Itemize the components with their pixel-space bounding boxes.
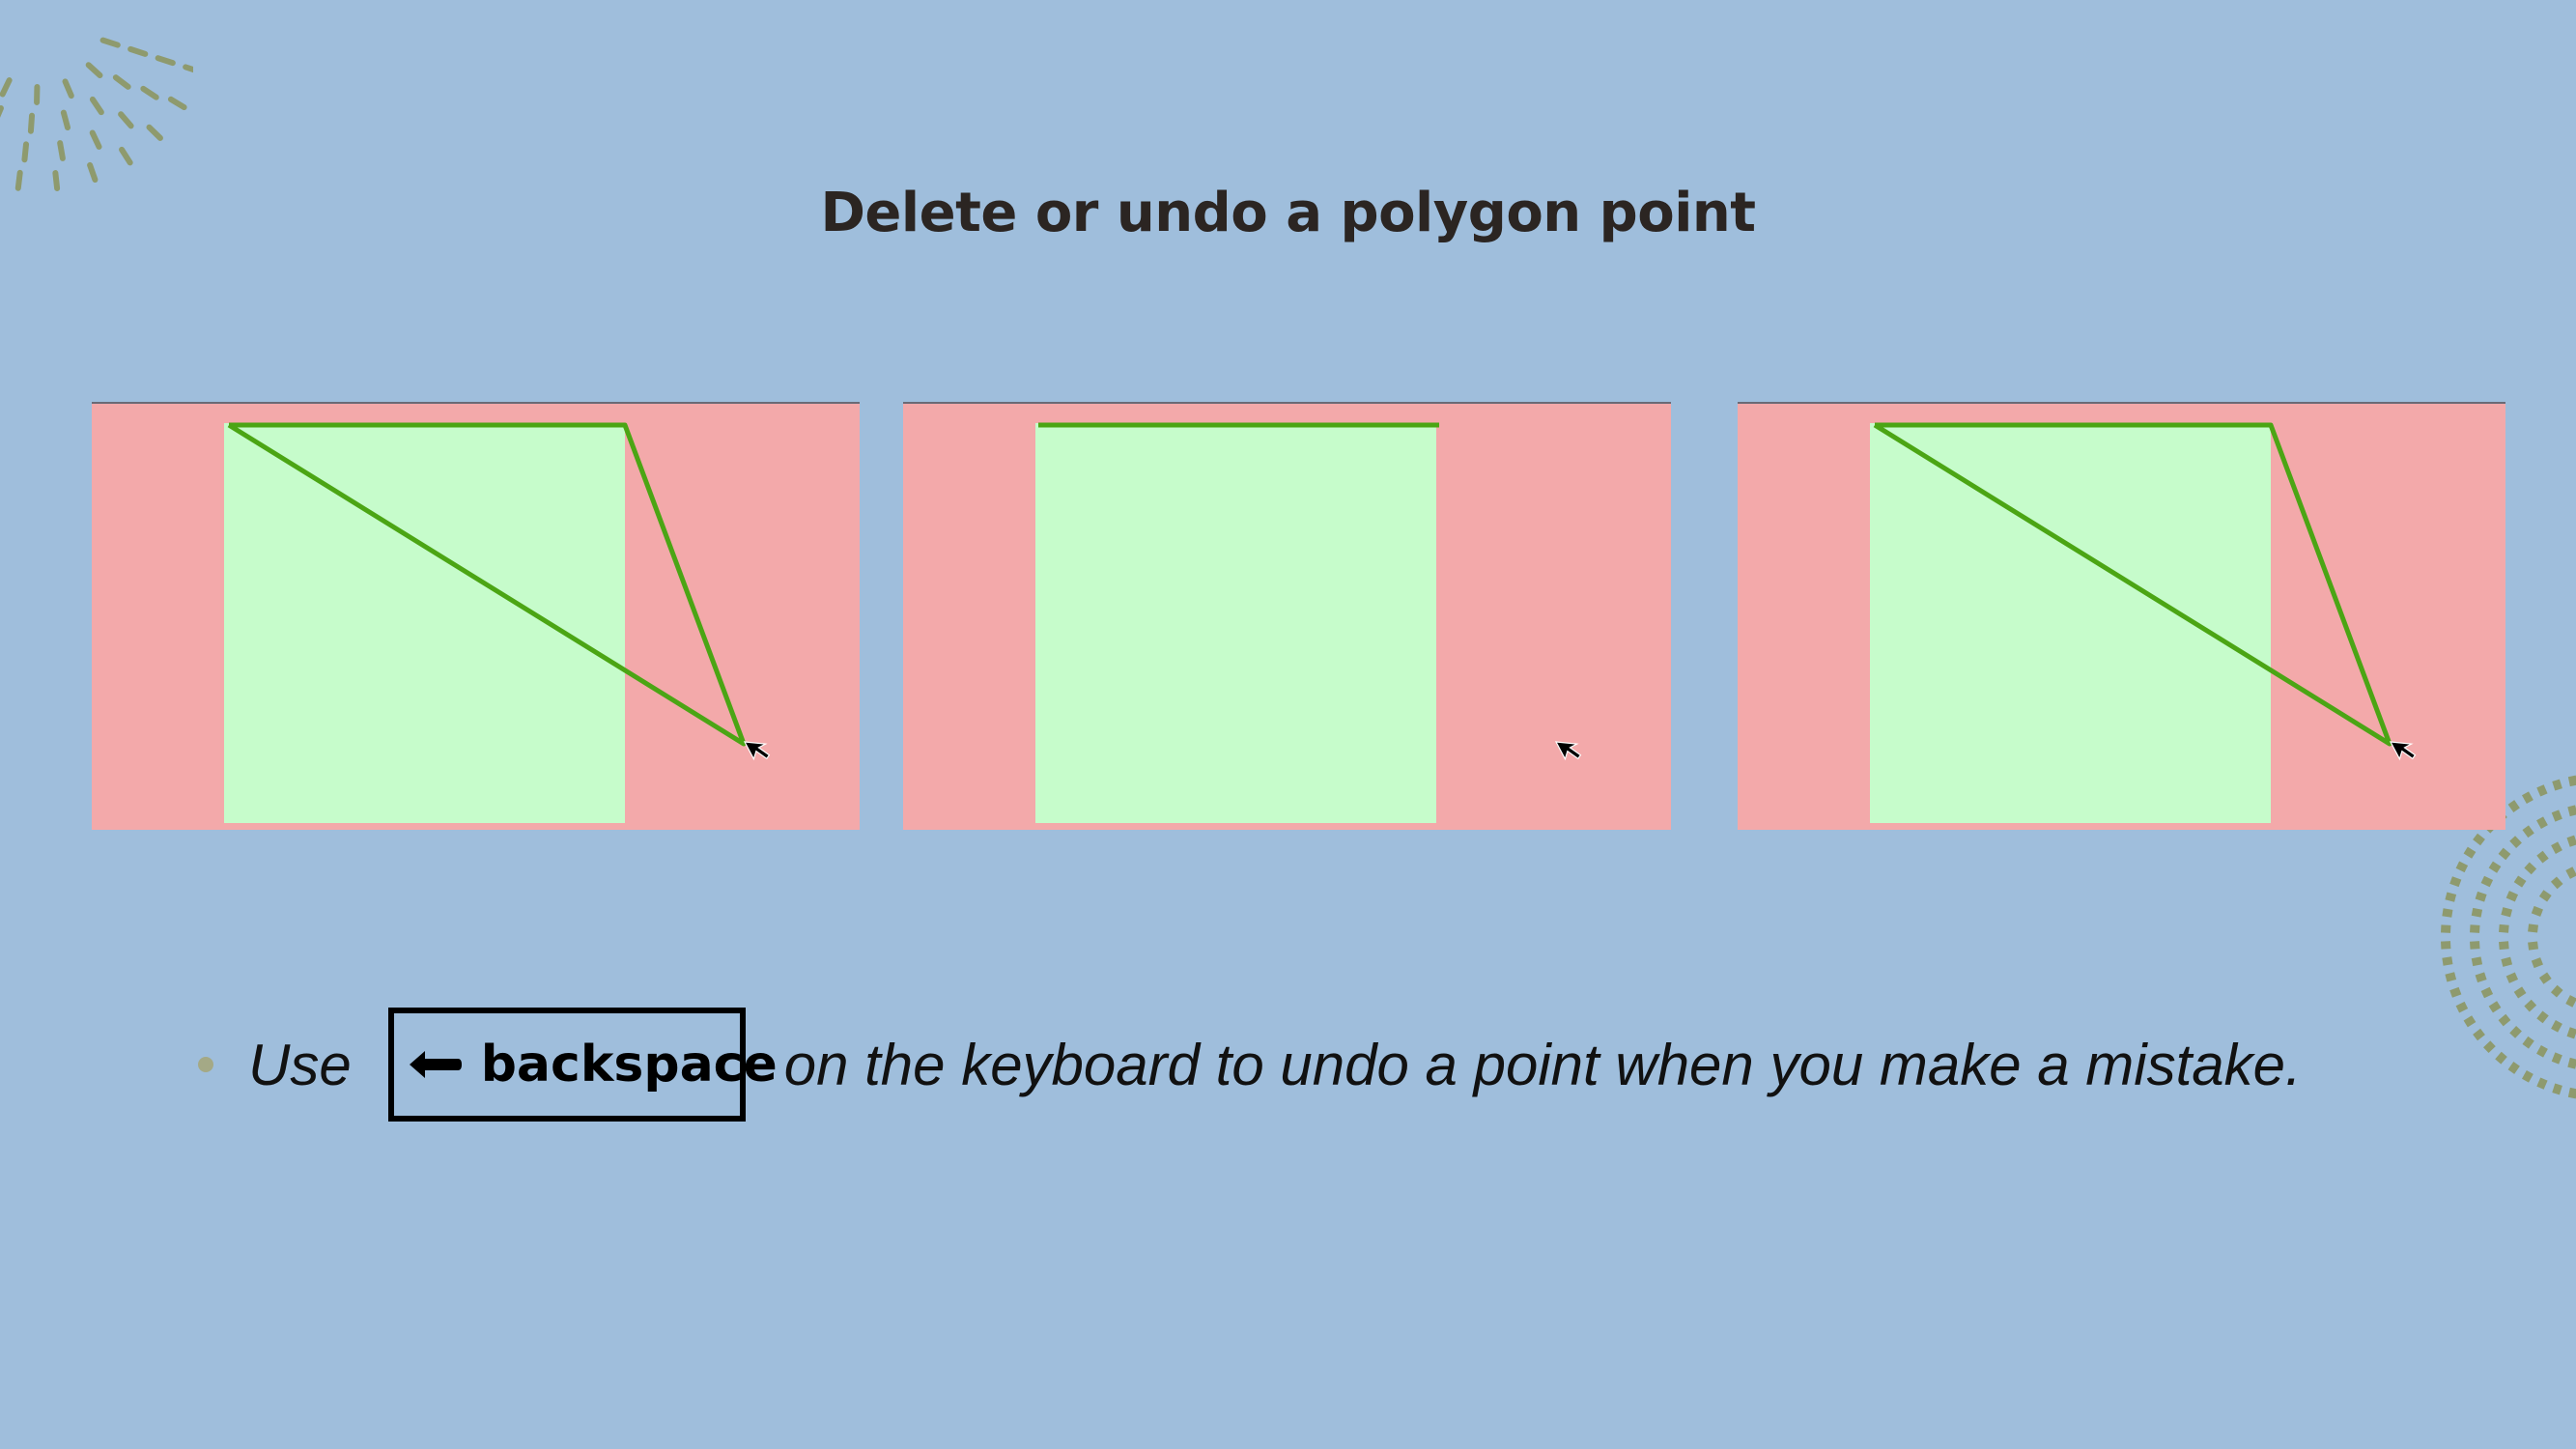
- screenshot-panel-redrawn: [1738, 402, 2505, 830]
- screenshot-panel-before-undo: [92, 402, 860, 830]
- backspace-key: backspace: [387, 1008, 778, 1122]
- decorative-dash-pattern-top-left: [0, 37, 193, 191]
- annotation-region: [1035, 423, 1436, 823]
- polygon-outline: [1873, 422, 2392, 747]
- bullet-dot: [198, 1057, 213, 1072]
- mouse-cursor-icon: [1554, 741, 1582, 761]
- polygon-outline: [227, 422, 747, 747]
- annotation-region: [1870, 423, 2271, 823]
- mouse-cursor-icon: [743, 741, 771, 761]
- instruction-bullet: Use backspace on the keyboard to undo a …: [198, 1005, 2420, 1124]
- left-arrow-icon: [409, 1051, 462, 1078]
- annotation-region: [224, 423, 625, 823]
- backspace-key-label: backspace: [480, 1036, 778, 1094]
- instruction-prefix: Use: [248, 1032, 352, 1097]
- screenshot-panel-after-undo: [903, 402, 1671, 830]
- instruction-suffix: on the keyboard to undo a point when you…: [783, 1032, 2302, 1097]
- decorative-dash-pattern-bottom-right: [2441, 775, 2576, 1099]
- mouse-cursor-icon: [2389, 741, 2417, 761]
- slide-title: Delete or undo a polygon point: [820, 182, 1756, 244]
